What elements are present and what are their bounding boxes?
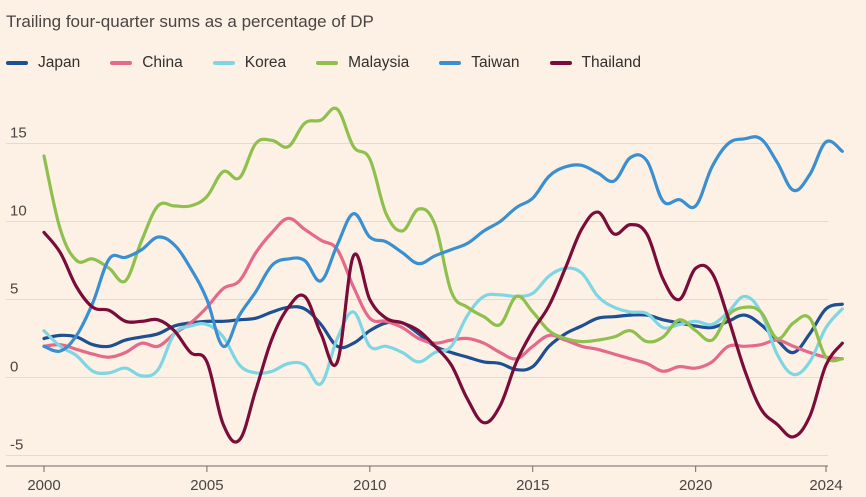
- y-tick-label: -5: [10, 437, 23, 454]
- x-tick-label: 2010: [353, 477, 386, 494]
- y-tick-label: 15: [10, 125, 27, 142]
- y-tick-label: 0: [10, 359, 18, 376]
- legend-label: Malaysia: [348, 54, 410, 71]
- legend-item-japan: Japan: [6, 54, 80, 72]
- legend-item-malaysia: Malaysia: [316, 54, 409, 72]
- series-line-thailand: [42, 210, 844, 444]
- x-tick-label: 2020: [679, 477, 712, 494]
- legend-swatch: [549, 61, 572, 65]
- legend-swatch: [110, 61, 133, 65]
- legend-swatch: [316, 61, 339, 65]
- x-tick-label: 2015: [516, 477, 549, 494]
- series-line-taiwan: [42, 135, 844, 353]
- y-tick-label: 5: [10, 281, 18, 298]
- chart-legend: Japan China Korea Malaysia Taiwan Thailand: [6, 54, 671, 72]
- legend-swatch: [6, 61, 28, 65]
- legend-item-china: China: [110, 54, 183, 72]
- x-tick-label: 2024: [809, 477, 842, 494]
- x-tick-label: 2005: [190, 477, 223, 494]
- legend-label: Japan: [38, 54, 81, 71]
- legend-label: Thailand: [581, 54, 641, 71]
- y-tick-label: 10: [10, 203, 27, 220]
- legend-label: China: [142, 54, 183, 71]
- chart-subtitle: Trailing four-quarter sums as a percenta…: [6, 12, 374, 31]
- legend-item-korea: Korea: [212, 54, 287, 72]
- x-tick-label: 2000: [27, 477, 60, 494]
- legend-swatch: [439, 61, 462, 65]
- legend-label: Taiwan: [471, 54, 520, 71]
- legend-label: Korea: [244, 54, 287, 71]
- legend-item-thailand: Thailand: [549, 54, 641, 72]
- legend-swatch: [212, 61, 235, 65]
- legend-item-taiwan: Taiwan: [439, 54, 520, 72]
